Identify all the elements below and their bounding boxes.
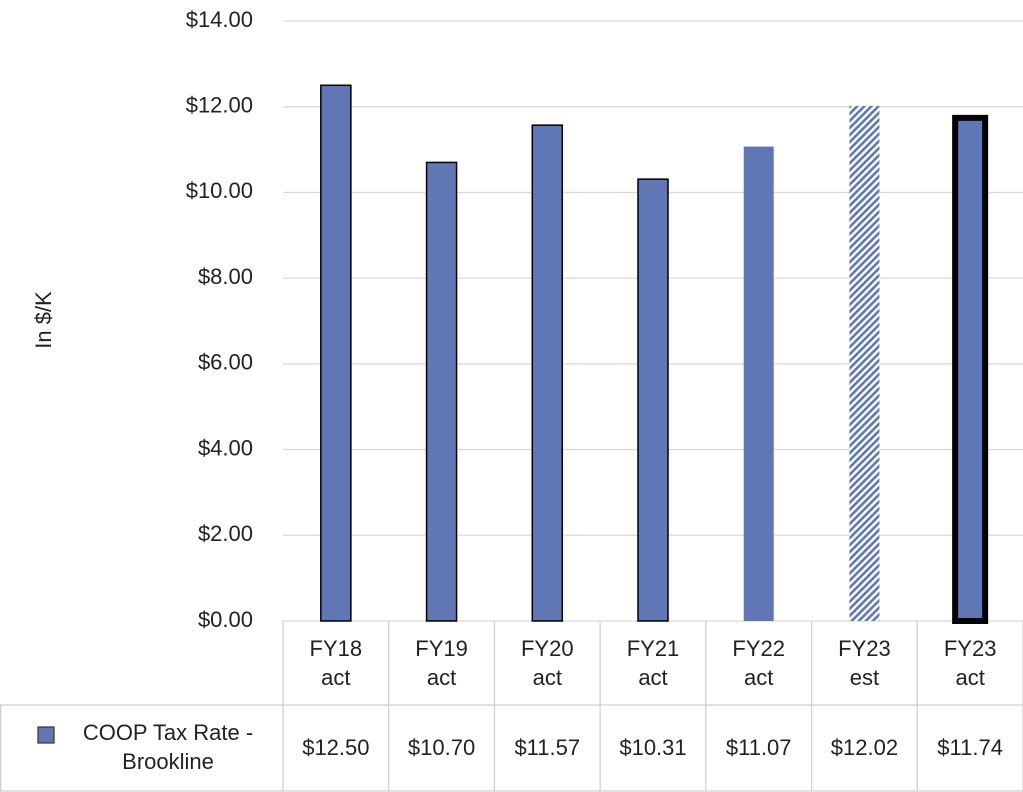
data-label: $11.07 <box>725 734 792 760</box>
data-label: $12.50 <box>302 734 370 760</box>
bar <box>531 124 564 622</box>
data-label: $10.70 <box>407 734 476 760</box>
bar <box>425 161 458 622</box>
y-tick-label: $4.00 <box>198 435 253 460</box>
x-tick-label: FY21 act <box>626 636 680 690</box>
y-tick-label: $2.00 <box>198 521 253 546</box>
x-tick-label: FY23 est <box>838 636 891 690</box>
legend-label: COOP Tax Rate - Brookline <box>82 720 254 774</box>
y-axis-label: In $/K <box>31 291 56 349</box>
x-tick-label: FY18 act <box>309 636 363 690</box>
data-label: $11.74 <box>937 734 1003 760</box>
x-tick-label: FY20 act <box>520 636 574 690</box>
data-label: $10.31 <box>619 734 687 760</box>
y-tick-label: $6.00 <box>198 350 253 375</box>
bar <box>849 105 880 622</box>
y-tick-label: $8.00 <box>198 264 253 289</box>
data-label: $11.57 <box>514 734 581 760</box>
data-label: $12.02 <box>830 734 899 760</box>
y-tick-label: $14.00 <box>186 7 253 32</box>
y-tick-label: $12.00 <box>186 93 253 118</box>
bar <box>637 178 669 622</box>
bar <box>952 114 989 624</box>
x-tick-label: FY22 act <box>732 636 785 690</box>
y-tick-label: $10.00 <box>186 178 253 203</box>
legend-swatch <box>37 726 55 744</box>
x-tick-label: FY19 act <box>415 636 468 690</box>
bar <box>743 146 774 622</box>
bar <box>320 84 352 622</box>
x-tick-label: FY23 act <box>943 636 997 690</box>
y-tick-label: $0.00 <box>198 607 253 632</box>
